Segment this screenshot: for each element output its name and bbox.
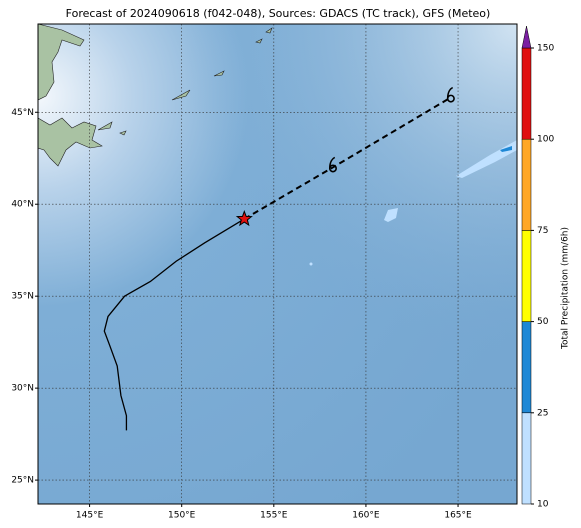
colorbar-segment	[521, 230, 532, 322]
colorbar-tick-label: 50	[537, 317, 549, 327]
land	[38, 24, 85, 101]
axes: 145°E 150°E 155°E 160°E 165°E 25°N 30°N 35°N 40°…	[11, 108, 472, 521]
x-tick-label: 150°E	[168, 511, 196, 521]
colorbar-segment	[521, 321, 532, 414]
colorbar-tick-label: 10	[537, 500, 549, 510]
track-line	[243, 96, 452, 220]
y-tick-label: 35°N	[11, 292, 34, 302]
y-tick-label: 45°N	[11, 108, 34, 118]
colorbar-tick-label: 25	[537, 408, 548, 418]
cyclone-symbol	[446, 86, 455, 103]
x-tick-label: 155°E	[260, 511, 288, 521]
precip-area	[500, 146, 512, 152]
current-position	[235, 209, 253, 227]
precip-area	[384, 208, 398, 222]
colorbar-segment	[521, 47, 532, 140]
y-tick-label: 25°N	[11, 476, 34, 486]
precip-area	[309, 262, 313, 266]
colorbar: 10 25 50 75 100 150 Total Precipitation (mm/6h…	[521, 25, 571, 510]
grid	[38, 24, 517, 504]
colorbar-tick-label: 150	[537, 44, 554, 54]
colorbar-extend	[521, 25, 532, 49]
track-line	[103, 218, 245, 431]
map-area	[38, 24, 517, 504]
colorbar-tick-label: 100	[537, 135, 554, 145]
x-tick-label: 165°E	[444, 511, 472, 521]
colorbar-tick-label: 75	[537, 226, 548, 236]
chart-title: Forecast of 2024090618 (f042-048), Sourc…	[66, 7, 491, 20]
colorbar-label: Total Precipitation (mm/6h)	[561, 227, 571, 350]
land	[38, 117, 103, 167]
cyclone-symbol	[328, 156, 337, 173]
x-tick-label: 160°E	[352, 511, 380, 521]
colorbar-segment	[521, 412, 532, 505]
tracks	[103, 86, 455, 431]
x-tick-label: 145°E	[76, 511, 104, 521]
island	[97, 27, 273, 136]
ocean-shade	[38, 24, 517, 504]
y-tick-label: 30°N	[11, 384, 34, 394]
colorbar-segment	[521, 138, 532, 231]
y-tick-label: 40°N	[11, 200, 34, 210]
map-frame	[37, 23, 518, 505]
